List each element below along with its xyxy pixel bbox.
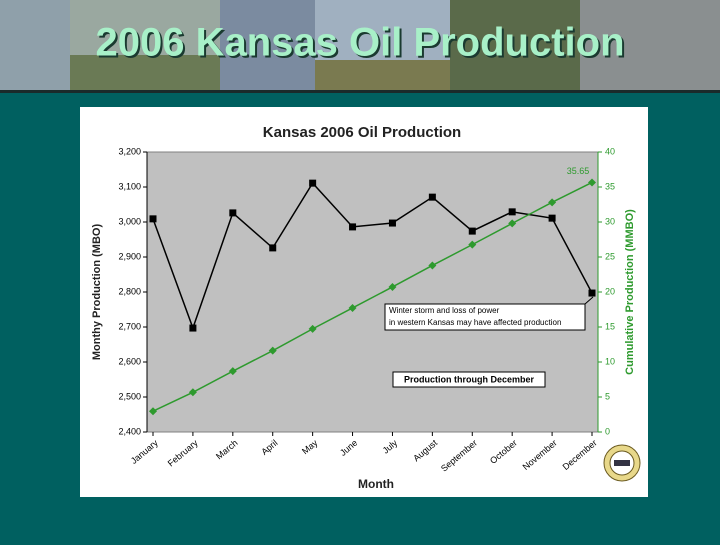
point-marker	[348, 303, 357, 312]
y-tick-label: 2,800	[118, 286, 141, 296]
point-marker	[588, 178, 596, 187]
y2-tick-label: 25	[605, 251, 615, 261]
y2-tick-label: 35	[605, 181, 615, 191]
y-axis-title: Monthy Production (MBO)	[91, 224, 103, 361]
point-marker	[388, 282, 397, 291]
point-marker	[268, 346, 277, 355]
y-tick-label: 2,400	[118, 426, 141, 436]
y2-tick-label: 15	[605, 321, 615, 331]
point-marker	[588, 289, 596, 297]
point-marker	[548, 214, 556, 222]
slide-title-shadow: 2006 Kansas Oil Production	[97, 23, 626, 67]
point-marker	[428, 193, 436, 201]
y-tick-label: 2,700	[118, 321, 141, 331]
seal	[603, 444, 641, 482]
plot-area	[146, 151, 599, 433]
y2-tick-label: 5	[605, 391, 610, 401]
y-tick-label: 3,200	[118, 146, 141, 156]
y-tick-label: 2,900	[118, 251, 141, 261]
chart-title: Kansas 2006 Oil Production	[263, 124, 461, 141]
y2-axis-title: Cumulative Production (MMBO)	[624, 209, 636, 375]
series-line	[152, 181, 593, 331]
point-marker	[468, 240, 477, 249]
point-marker	[508, 208, 516, 216]
annotation-arrow	[584, 296, 594, 305]
point-marker	[349, 223, 357, 231]
annotation: Winter storm and loss of power in western…	[384, 296, 594, 331]
annotation-box	[392, 371, 546, 388]
y2-tick-label: 10	[605, 356, 615, 366]
point-marker	[308, 324, 317, 333]
point-marker	[428, 261, 437, 270]
annotation-box	[384, 303, 586, 331]
point-marker	[269, 244, 277, 252]
y-tick-label: 2,500	[118, 391, 141, 401]
banner	[0, 0, 720, 93]
point-marker	[309, 179, 317, 187]
y2-tick-label: 0	[605, 426, 610, 436]
annotation-text: in western Kansas may have affected prod…	[389, 318, 561, 327]
y2-tick-label: 20	[605, 286, 615, 296]
point-marker	[388, 219, 396, 227]
slide-title: 2006 Kansas Oil Production	[95, 21, 624, 65]
y-tick-label: 2,600	[118, 356, 141, 366]
point-marker	[229, 209, 237, 217]
point-marker	[188, 388, 197, 397]
annotation: Production through December	[392, 371, 546, 388]
point-marker	[149, 407, 157, 416]
point-marker	[228, 367, 237, 376]
value-label: 35.65	[567, 166, 590, 176]
y2-tick-label: 40	[605, 146, 615, 156]
point-marker	[548, 198, 557, 207]
annotation-text: Winter storm and loss of power	[389, 306, 500, 315]
point-marker	[149, 215, 157, 223]
annotation-text: Production through December	[404, 374, 535, 384]
point-marker	[468, 227, 476, 235]
x-axis-title: Month	[358, 477, 394, 491]
y-tick-label: 3,000	[118, 216, 141, 226]
y2-tick-label: 30	[605, 216, 615, 226]
point-marker	[189, 324, 197, 332]
point-marker	[508, 219, 517, 228]
y-tick-label: 3,100	[118, 181, 141, 191]
series-line	[152, 181, 593, 412]
